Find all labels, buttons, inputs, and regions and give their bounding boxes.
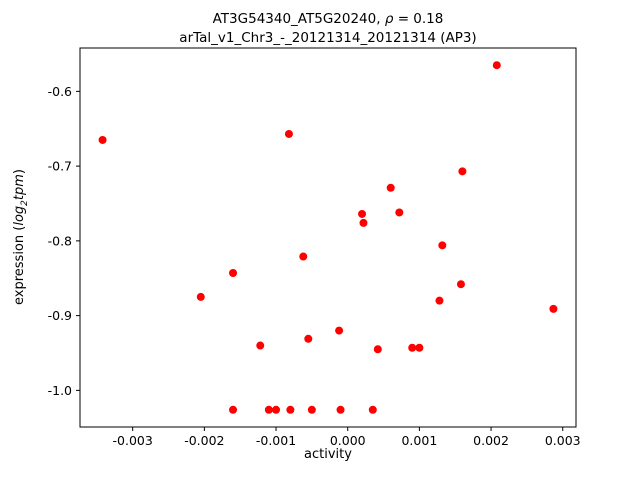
y-axis-label-tpm: tpm bbox=[12, 174, 28, 201]
x-tick-label: 0.003 bbox=[545, 433, 581, 448]
data-point bbox=[386, 183, 395, 192]
data-point bbox=[196, 292, 205, 301]
x-tick-label: 0.002 bbox=[473, 433, 509, 448]
x-tick-label: -0.003 bbox=[113, 433, 153, 448]
data-point bbox=[229, 269, 238, 278]
data-point bbox=[98, 135, 107, 144]
data-point bbox=[286, 405, 295, 414]
title-rho-symbol: ρ bbox=[384, 11, 394, 27]
data-point bbox=[229, 405, 238, 414]
data-point bbox=[492, 61, 501, 70]
y-tick-label: -0.9 bbox=[48, 308, 72, 323]
y-axis-label: expression (log2tpm) bbox=[12, 169, 30, 305]
data-point bbox=[458, 167, 467, 176]
x-axis-label: activity bbox=[304, 447, 352, 462]
title-rho-value: = 0.18 bbox=[393, 11, 444, 27]
data-point bbox=[438, 241, 447, 250]
data-point bbox=[408, 343, 417, 352]
x-tick-label: 0.001 bbox=[401, 433, 437, 448]
chart-title: AT3G54340_AT5G20240, ρ = 0.18 arTal_v1_C… bbox=[80, 10, 576, 48]
data-point bbox=[395, 208, 404, 217]
data-point bbox=[264, 405, 273, 414]
y-tick-label: -0.7 bbox=[48, 159, 72, 174]
data-point bbox=[358, 209, 367, 218]
y-axis-label-suffix: ) bbox=[12, 169, 28, 175]
chart-title-line2: arTal_v1_Chr3_-_20121314_20121314 (AP3) bbox=[179, 30, 477, 46]
data-point bbox=[256, 341, 265, 350]
data-point bbox=[435, 296, 444, 305]
y-axis-label-subscript: 2 bbox=[19, 200, 30, 206]
y-axis-label-prefix: expression ( bbox=[12, 225, 28, 305]
y-tick-label: -0.8 bbox=[48, 233, 72, 248]
chart-title-line1: AT3G54340_AT5G20240, ρ = 0.18 bbox=[80, 10, 576, 29]
data-point bbox=[549, 304, 558, 313]
x-tick-label: -0.002 bbox=[184, 433, 224, 448]
y-axis-label-log: log bbox=[12, 205, 28, 226]
data-point bbox=[335, 326, 344, 335]
data-point bbox=[272, 405, 281, 414]
axes-frame bbox=[79, 47, 577, 428]
data-point bbox=[415, 343, 424, 352]
data-point bbox=[304, 334, 313, 343]
y-tick-label: -1.0 bbox=[48, 383, 72, 398]
title-gene-pair: AT3G54340_AT5G20240, bbox=[212, 11, 385, 27]
data-point bbox=[359, 218, 368, 227]
x-tick-label: 0.000 bbox=[330, 433, 366, 448]
data-point bbox=[336, 405, 345, 414]
data-point bbox=[373, 345, 382, 354]
data-point bbox=[284, 129, 293, 138]
data-point bbox=[307, 405, 316, 414]
y-tick-label: -0.6 bbox=[48, 84, 72, 99]
data-point bbox=[456, 280, 465, 289]
x-tick-label: -0.001 bbox=[256, 433, 296, 448]
data-point bbox=[368, 405, 377, 414]
data-point bbox=[299, 252, 308, 261]
